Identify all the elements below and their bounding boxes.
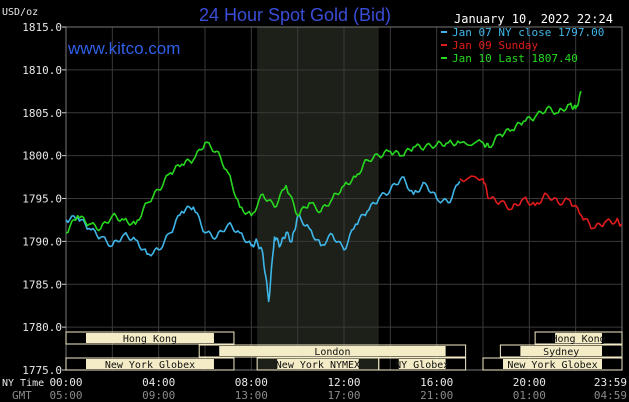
series-line-3 [65, 91, 582, 234]
x-tick-label-gmt: 01:00 [513, 389, 546, 402]
session-label: Hong Kong [123, 334, 177, 345]
unit-label: USD/oz [2, 7, 38, 18]
chart-datetime: January 10, 2022 22:24 [454, 12, 613, 26]
x-tick-label-ny: 00:00 [49, 376, 82, 389]
x-tick-label-ny: 12:00 [327, 376, 360, 389]
session-fill [219, 346, 446, 356]
session-box [482, 357, 623, 371]
y-tick-label: 1775.0 [22, 364, 62, 377]
session-box [65, 357, 235, 371]
session-box [534, 331, 623, 345]
session-fill [277, 359, 359, 369]
x-tick-label-gmt: 13:00 [235, 389, 268, 402]
series-lines [65, 91, 623, 303]
y-tick-label: 1800.0 [22, 150, 62, 163]
chart-title: 24 Hour Spot Gold (Bid) [199, 5, 391, 25]
x-tick-label-gmt: 21:00 [420, 389, 453, 402]
x-tick-label-ny: 23:59 [594, 376, 627, 389]
session-box [65, 331, 235, 345]
y-tick-label: 1785.0 [22, 278, 62, 291]
market-sessions: Hong Kong Hong Kong London Sydney New York G… [65, 331, 623, 371]
session-fill [398, 359, 446, 369]
gmt-label: GMT [12, 389, 32, 402]
session-label: London [314, 347, 350, 358]
session-label: Hong Kong [551, 334, 605, 345]
x-tick-label-ny: 16:00 [420, 376, 453, 389]
y-tick-label: 1805.0 [22, 107, 62, 120]
legend-label: Jan 09 Sunday [452, 39, 538, 52]
grid-lines [65, 26, 623, 371]
legend-label: Jan 07 NY close 1797.00 [452, 26, 604, 39]
y-tick-label: 1780.0 [22, 321, 62, 334]
series-line-1 [65, 176, 461, 303]
session-fill [503, 359, 602, 369]
kitco-watermark[interactable]: www.kitco.com [67, 39, 180, 58]
ny-time-label: NY Time [2, 378, 44, 389]
session-fill [520, 346, 602, 356]
session-label: NY Globex [395, 360, 449, 371]
session-label: New York Globex [105, 360, 195, 371]
x-tick-label-ny: 04:00 [142, 376, 175, 389]
y-tick-label: 1795.0 [22, 193, 62, 206]
session-fill [555, 333, 602, 343]
x-tick-label-ny: 08:00 [235, 376, 268, 389]
y-axis-ticks: 1815.0 1810.0 1805.0 1800.0 1795.0 1790.0 1785… [22, 21, 66, 377]
legend-label: Jan 10 Last 1807.40 [452, 52, 578, 65]
x-tick-label-gmt: 05:00 [49, 389, 82, 402]
session-box [198, 344, 467, 358]
session-box [499, 344, 623, 358]
x-tick-label-gmt: 09:00 [142, 389, 175, 402]
y-tick-label: 1790.0 [22, 235, 62, 248]
session-label: New York NYMEX [276, 360, 360, 371]
session-fill [86, 333, 214, 343]
x-tick-label-gmt: 17:00 [327, 389, 360, 402]
session-fill [86, 359, 214, 369]
y-tick-label: 1815.0 [22, 21, 62, 34]
y-tick-label: 1810.0 [22, 64, 62, 77]
x-tick-label-gmt: 04:59 [594, 389, 627, 402]
session-label: Sydney [543, 347, 579, 358]
session-box [378, 357, 467, 371]
series-line-2 [459, 175, 623, 230]
session-label: New York Globex [507, 360, 597, 371]
x-tick-label-ny: 20:00 [513, 376, 546, 389]
